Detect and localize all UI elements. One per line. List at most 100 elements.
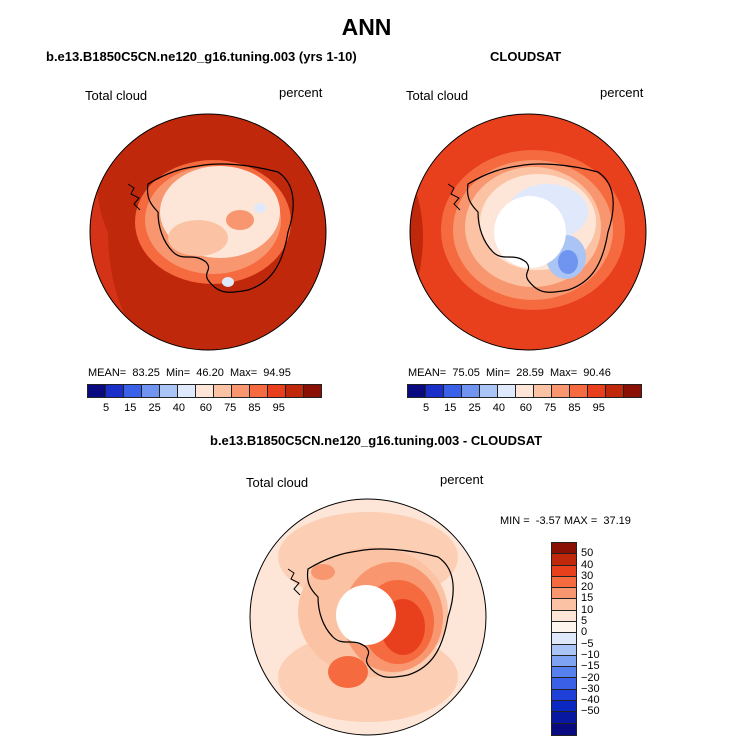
diff-colorbar-tick-label: −30 [581, 682, 600, 695]
diff-variable-label: Total cloud [246, 475, 309, 490]
left-min-label: Min= [166, 367, 191, 379]
diff-colorbar-swatch [552, 576, 576, 589]
diff-max-value: 37.19 [603, 515, 631, 527]
left-max-value: 94.95 [263, 367, 291, 379]
left-colorbar-swatch [195, 384, 214, 398]
right-min-value: 28.59 [516, 367, 544, 379]
right-colorbar-tick-label: 60 [519, 402, 533, 414]
right-colorbar-tick-label: 15 [444, 402, 457, 414]
left-colorbar-swatch [249, 384, 268, 398]
diff-colorbar-tick-label: −15 [581, 660, 600, 673]
diff-colorbar-tick-label: 20 [581, 581, 594, 594]
diff-colorbar-tick-label: 40 [581, 558, 594, 571]
right-colorbar-swatch [551, 384, 570, 398]
diff-colorbar-swatch [552, 644, 576, 656]
right-colorbar-swatch [569, 384, 588, 398]
right-mean-label: MEAN= [408, 367, 447, 379]
right-colorbar-swatch [461, 384, 480, 398]
left-colorbar-tick-label: 60 [199, 402, 213, 414]
left-min-value: 46.20 [196, 367, 224, 379]
diff-units-label: percent [440, 472, 484, 487]
right-colorbar [407, 384, 642, 398]
diff-colorbar-tick-label: 10 [581, 603, 594, 616]
right-colorbar-tick-label: 85 [568, 402, 581, 414]
diff-colorbar-tick-label: −5 [581, 637, 594, 650]
left-colorbar-tick-label: 25 [148, 402, 161, 414]
diff-colorbar-tick-label: 30 [581, 569, 594, 582]
right-colorbar-swatch [587, 384, 606, 398]
right-colorbar-swatch [623, 384, 642, 398]
diff-colorbar-tick-label: −10 [581, 648, 600, 661]
right-units-label: percent [600, 85, 644, 100]
left-colorbar-tick-label: 40 [172, 402, 186, 414]
right-colorbar-swatch [443, 384, 462, 398]
diff-colorbar-tick-label: 5 [581, 615, 588, 628]
right-stats: MEAN= 75.05 Min= 28.59 Max= 90.46 [408, 367, 611, 379]
diff-colorbar-swatch [552, 678, 576, 690]
diff-colorbar-swatch [552, 712, 576, 724]
diff-max-label: MAX = [563, 515, 598, 527]
right-colorbar-swatch [605, 384, 624, 398]
diff-colorbar-swatch [552, 588, 576, 600]
diff-colorbar-swatch [552, 689, 576, 701]
left-colorbar-swatch [87, 384, 106, 398]
diff-colorbar-swatch [552, 723, 576, 735]
left-colorbar-tick-label: 95 [272, 402, 285, 414]
right-colorbar-swatch [425, 384, 444, 398]
right-colorbar-swatch [479, 384, 498, 398]
right-max-value: 90.46 [583, 367, 611, 379]
right-min-label: Min= [486, 367, 511, 379]
left-colorbar-swatch [285, 384, 304, 398]
right-panel-title: CLOUDSAT [490, 49, 562, 64]
left-colorbar-swatch [231, 384, 250, 398]
right-colorbar-ticks: 5 15 25 40 60 75 85 95 [408, 402, 642, 416]
diff-colorbar-tick-label: 0 [581, 626, 588, 639]
left-max-label: Max= [229, 367, 258, 379]
diff-colorbar-swatch [552, 610, 576, 622]
left-mean-label: MEAN= [88, 367, 127, 379]
left-colorbar-swatch [105, 384, 124, 398]
diff-colorbar-swatch [552, 633, 576, 645]
diff-colorbar-swatch [552, 667, 576, 679]
left-colorbar-swatch [141, 384, 160, 398]
left-colorbar-swatch [213, 384, 232, 398]
right-colorbar-tick-label: 40 [492, 402, 506, 414]
left-colorbar-swatch [267, 384, 286, 398]
diff-polar-map [249, 498, 487, 736]
right-colorbar-tick-label: 5 [422, 402, 430, 414]
left-colorbar-swatch [177, 384, 196, 398]
figure-title: ANN [341, 14, 392, 40]
left-panel-title: b.e13.B1850C5CN.ne120_g16.tuning.003 (yr… [46, 49, 357, 64]
diff-min-label: MIN = [500, 515, 530, 527]
left-colorbar-swatch [303, 384, 322, 398]
diff-colorbar-tick-label: −40 [581, 694, 600, 707]
right-max-label: Max= [549, 367, 578, 379]
right-polar-map [409, 113, 647, 351]
diff-colorbar [551, 542, 577, 736]
diff-min-value: -3.57 [535, 515, 561, 527]
diff-colorbar-swatch [552, 700, 576, 713]
left-mean-value: 83.25 [132, 367, 160, 379]
left-colorbar-tick-label: 15 [124, 402, 137, 414]
right-colorbar-tick-label: 95 [592, 402, 605, 414]
left-colorbar-tick-label: 5 [102, 402, 110, 414]
right-colorbar-tick-label: 75 [544, 402, 557, 414]
diff-colorbar-tick-label: 15 [581, 592, 594, 605]
diff-colorbar-ticks: 50 40 30 20 15 10 5 0 −5 −10 −15 −20 −30 −40 −50 [581, 542, 621, 734]
left-polar-map [89, 113, 327, 351]
left-stats: MEAN= 83.25 Min= 46.20 Max= 94.95 [88, 367, 291, 379]
right-mean-value: 75.05 [452, 367, 480, 379]
diff-colorbar-tick-label: −20 [581, 671, 600, 684]
left-units-label: percent [279, 85, 323, 100]
right-colorbar-swatch [497, 384, 516, 398]
diff-stats: MIN = -3.57 MAX = 37.19 [500, 515, 631, 527]
right-colorbar-tick-label: 25 [468, 402, 481, 414]
diff-colorbar-swatch [552, 565, 576, 577]
left-colorbar-swatch [159, 384, 178, 398]
left-colorbar-tick-label: 85 [248, 402, 261, 414]
diff-colorbar-swatch [552, 554, 576, 566]
left-variable-label: Total cloud [85, 88, 148, 103]
right-colorbar-swatch [533, 384, 552, 398]
right-variable-label: Total cloud [406, 88, 469, 103]
right-colorbar-swatch [515, 384, 534, 398]
